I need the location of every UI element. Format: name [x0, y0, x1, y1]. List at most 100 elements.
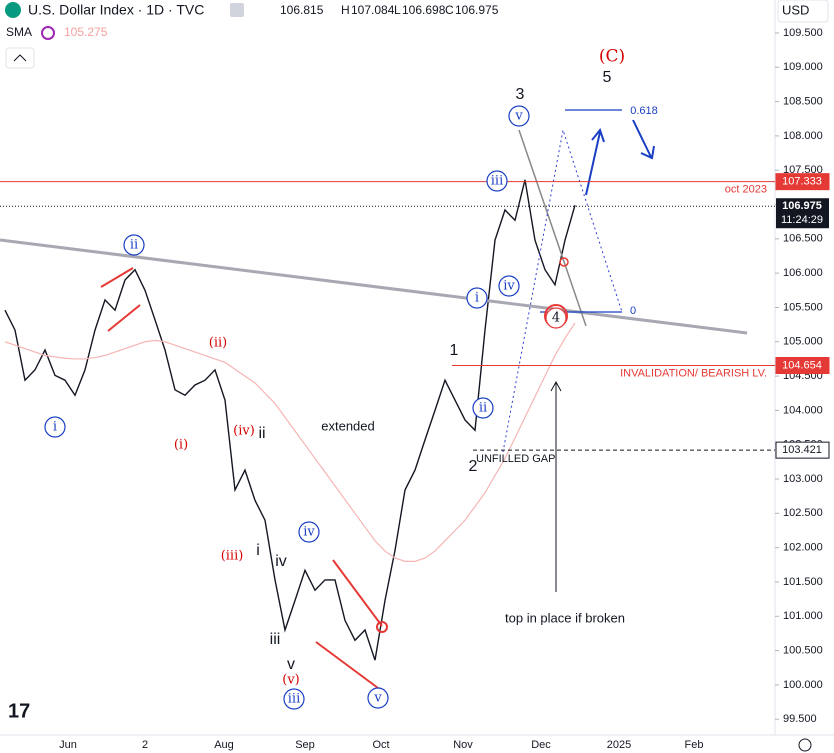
channel-line [332, 559, 383, 627]
low-value: 106.698 [402, 3, 446, 17]
fib-label: 0.618 [630, 105, 658, 117]
indicator-name: SMA [6, 25, 32, 39]
collapse-button[interactable] [5, 47, 35, 69]
wave-circle [472, 397, 494, 419]
wave-circle [545, 307, 567, 329]
price-tag [775, 441, 830, 459]
y-tick-label: 102.000 [783, 542, 823, 554]
plot-area [4, 179, 576, 661]
wave-label: v [287, 656, 295, 673]
x-tick-label: Jun [59, 739, 77, 751]
y-tick-label: 101.000 [783, 610, 823, 622]
wave-label: 4 [552, 311, 560, 326]
y-tick-label: 107.500 [783, 164, 823, 176]
wave-label: 2 [469, 458, 478, 475]
y-tick-label: 106.500 [783, 233, 823, 245]
wave-circle [508, 105, 530, 127]
x-tick-label: Nov [453, 739, 473, 751]
wave-label: (iii) [221, 549, 244, 564]
y-tick-label: 100.000 [783, 679, 823, 691]
trendline [0, 238, 748, 335]
wave-circle [44, 416, 66, 438]
price-line [4, 179, 576, 661]
wedge-line [518, 129, 587, 327]
wave-label: (i) [174, 438, 188, 453]
y-tick-label: 109.000 [783, 61, 823, 73]
wave-label: iv [303, 525, 315, 540]
wave-label: (iv) [233, 424, 255, 439]
level-label: oct 2023 [725, 184, 767, 196]
wave-label: 3 [516, 86, 525, 103]
symbol-icon [5, 2, 21, 18]
wave-label: i [256, 542, 260, 559]
price-tag-value: 104.654 [782, 359, 822, 371]
wave-circle [498, 275, 520, 297]
high-letter: H [341, 3, 350, 17]
price-tag [776, 198, 829, 229]
wave-label: 5 [603, 69, 612, 86]
wave-circle [466, 287, 488, 309]
y-tick-label: 105.500 [783, 301, 823, 313]
wave-circle [283, 688, 305, 710]
wave-label: v [514, 109, 523, 124]
y-tick-label: 104.000 [783, 404, 823, 416]
chevron [13, 54, 27, 62]
wave-label: i [53, 420, 57, 435]
price-tag [775, 173, 830, 191]
indicator-value: 105.275 [64, 25, 108, 39]
symbol: U.S. Dollar Index · 1D · TVC [28, 2, 204, 18]
y-tick-label: 105.000 [783, 336, 823, 348]
wave-label: iii [270, 631, 281, 648]
y-tick-label: 100.500 [783, 644, 823, 656]
y-tick-label: 109.500 [783, 27, 823, 39]
marker [376, 621, 388, 633]
x-tick-label: 2025 [607, 739, 631, 751]
indicator-settings[interactable] [41, 26, 55, 40]
wave-label: (C) [599, 47, 625, 67]
level-label: INVALIDATION/ BEARISH LV. [620, 367, 767, 379]
fib-label: 0 [630, 305, 636, 317]
arrow-up [585, 127, 605, 196]
arrow-up [550, 380, 562, 592]
header: U.S. Dollar Index · 1D · TVC 106.815 H 1… [5, 0, 829, 752]
wave-label: ii [258, 425, 265, 442]
wave-label: iii [288, 692, 300, 707]
open-value: 106.815 [280, 3, 324, 17]
y-tick-label: 106.000 [783, 267, 823, 279]
wave-label: v [373, 691, 382, 706]
marker [559, 257, 569, 267]
y-tick-label: 99.500 [783, 713, 817, 725]
wave-label: iv [503, 279, 515, 294]
x-tick-label: Dec [531, 739, 551, 751]
low-letter: L [394, 3, 401, 17]
currency: USD [782, 2, 809, 17]
channel-line [100, 267, 134, 288]
channel-line [315, 641, 379, 689]
x-tick-label: Oct [372, 739, 389, 751]
x-tick-label: Aug [214, 739, 234, 751]
wave-label: 1 [450, 342, 459, 359]
currency-button[interactable] [777, 0, 829, 23]
price-tag [775, 357, 830, 375]
arrow-down [632, 119, 655, 160]
x-tick-label: Sep [295, 739, 315, 751]
wave-circle [367, 687, 389, 709]
price-tag-value: 103.421 [782, 444, 822, 456]
price-tag-value: 107.333 [782, 176, 822, 188]
settings-icon[interactable] [798, 738, 812, 752]
level-label: UNFILLED GAP [476, 453, 555, 465]
wave-label: i [475, 291, 479, 306]
wave-circle [298, 521, 320, 543]
channel-line [107, 304, 141, 332]
wave-label: ii [130, 238, 138, 253]
y-tick-label: 102.500 [783, 507, 823, 519]
close-letter: C [445, 3, 454, 17]
button[interactable] [230, 3, 244, 17]
wave-label: (v) [282, 673, 300, 688]
y-tick-label: 108.000 [783, 130, 823, 142]
x-tick-label: Feb [685, 739, 704, 751]
logo: 17 [8, 700, 30, 722]
x-tick-label: 2 [142, 739, 148, 751]
